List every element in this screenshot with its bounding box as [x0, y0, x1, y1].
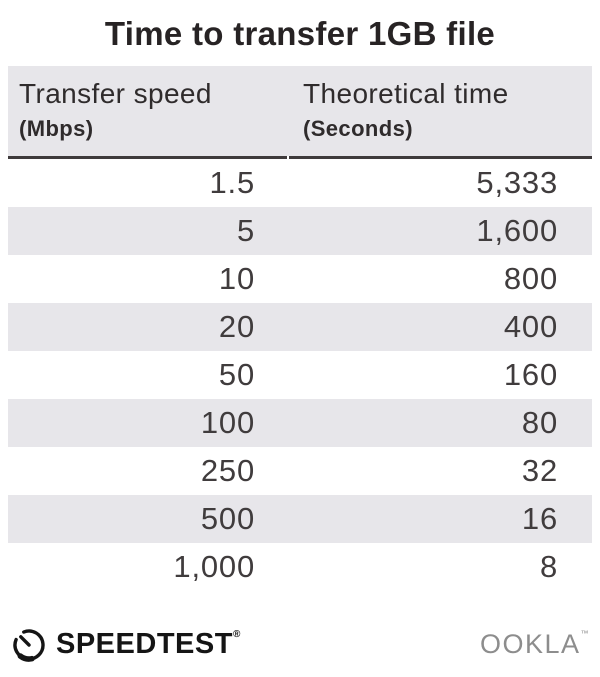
- ookla-logo: OOKLA™: [480, 627, 590, 661]
- speedtest-wordmark: SPEEDTEST®: [56, 625, 241, 663]
- header-label: Theoretical time: [303, 78, 509, 109]
- table-header: Transfer speed (Mbps) Theoretical time (…: [8, 66, 592, 156]
- speed-cell: 20: [218, 309, 255, 344]
- divider-left-segment: [8, 156, 287, 159]
- time-cell: 8: [539, 549, 558, 584]
- speed-cell: 10: [218, 261, 255, 296]
- speedtest-logo: SPEEDTEST®: [10, 625, 241, 663]
- table-row: 100 80: [8, 399, 592, 447]
- speed-cell: 250: [200, 453, 255, 488]
- header-label: Transfer speed: [19, 78, 212, 109]
- table-row: 20 400: [8, 303, 592, 351]
- speed-cell: 50: [218, 357, 255, 392]
- divider-right-segment: [289, 156, 592, 159]
- time-cell: 16: [521, 501, 558, 536]
- divider-gap: [287, 156, 289, 159]
- speedtest-text: SPEEDTEST: [56, 628, 233, 660]
- time-cell: 80: [521, 405, 558, 440]
- speedometer-gauge-icon: [13, 629, 45, 662]
- header-theoretical-time: Theoretical time (Seconds): [289, 66, 592, 156]
- page-title: Time to transfer 1GB file: [104, 15, 496, 52]
- speed-cell: 5: [236, 213, 255, 248]
- speed-cell: 500: [200, 501, 255, 536]
- table-row: 500 16: [8, 495, 592, 543]
- time-cell: 32: [521, 453, 558, 488]
- trademark-symbol: ™: [580, 629, 590, 638]
- header-unit: (Mbps): [19, 116, 94, 141]
- speed-cell: 100: [200, 405, 255, 440]
- time-cell: 800: [503, 261, 558, 296]
- transfer-time-table: Transfer speed (Mbps) Theoretical time (…: [8, 66, 592, 591]
- header-transfer-speed: Transfer speed (Mbps): [8, 66, 289, 156]
- table-row: 250 32: [8, 447, 592, 495]
- table-row: 5 1,600: [8, 207, 592, 255]
- table-body: 1.5 5,333 5 1,600 10 800 20 400 50 160 1…: [8, 159, 592, 591]
- time-cell: 1,600: [476, 213, 558, 248]
- table-row: 50 160: [8, 351, 592, 399]
- footer: SPEEDTEST® OOKLA™: [0, 622, 600, 666]
- speed-cell: 1,000: [173, 549, 255, 584]
- ookla-text: OOKLA: [479, 629, 581, 659]
- time-cell: 400: [503, 309, 558, 344]
- table-row: 10 800: [8, 255, 592, 303]
- header-divider: [8, 156, 592, 159]
- table-row: 1.5 5,333: [8, 159, 592, 207]
- time-cell: 5,333: [476, 165, 558, 200]
- header-unit: (Seconds): [303, 116, 413, 141]
- registered-trademark-symbol: ®: [232, 629, 241, 640]
- time-cell: 160: [503, 357, 558, 392]
- speed-cell: 1.5: [209, 165, 255, 200]
- table-row: 1,000 8: [8, 543, 592, 591]
